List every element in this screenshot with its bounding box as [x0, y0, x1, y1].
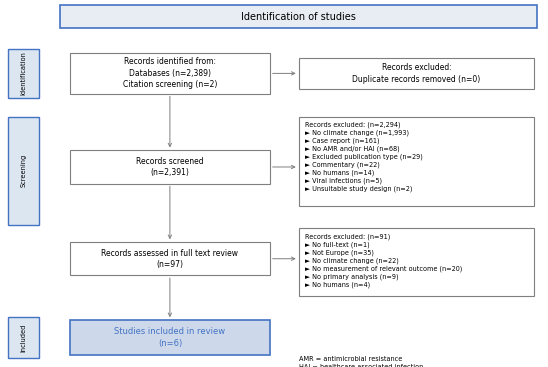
Text: Identification: Identification [21, 51, 26, 95]
Bar [299, 228, 534, 297]
Text: Records identified from:
Databases (n=2,389)
Citation screening (n=2): Records identified from: Databases (n=2,… [123, 58, 217, 89]
Text: AMR = antimicrobial resistance
HAI = healthcare-associated infection: AMR = antimicrobial resistance HAI = hea… [299, 356, 423, 367]
Bar [70, 242, 270, 275]
Bar [8, 49, 39, 98]
Text: Records screened
(n=2,391): Records screened (n=2,391) [136, 157, 204, 177]
Text: Screening: Screening [21, 154, 26, 187]
Bar [299, 58, 534, 89]
Bar [8, 317, 39, 358]
Text: Records excluded:
Duplicate records removed (n=0): Records excluded: Duplicate records remo… [352, 63, 481, 84]
Text: Records excluded: (n=91)
► No full-text (n=1)
► Not Europe (n=35)
► No climate c: Records excluded: (n=91) ► No full-text … [305, 233, 463, 288]
Bar [70, 53, 270, 94]
Text: Included: Included [21, 323, 26, 352]
Bar [60, 5, 537, 28]
Text: Studies included in review
(n=6): Studies included in review (n=6) [115, 327, 225, 348]
Bar [299, 116, 534, 206]
Bar [70, 320, 270, 355]
Text: Identification of studies: Identification of studies [241, 11, 356, 22]
Text: Records assessed in full text review
(n=97): Records assessed in full text review (n=… [101, 248, 238, 269]
Bar [8, 116, 39, 225]
Text: Records excluded: (n=2,294)
► No climate change (n=1,993)
► Case report (n=161)
: Records excluded: (n=2,294) ► No climate… [305, 121, 423, 192]
Bar [70, 150, 270, 184]
